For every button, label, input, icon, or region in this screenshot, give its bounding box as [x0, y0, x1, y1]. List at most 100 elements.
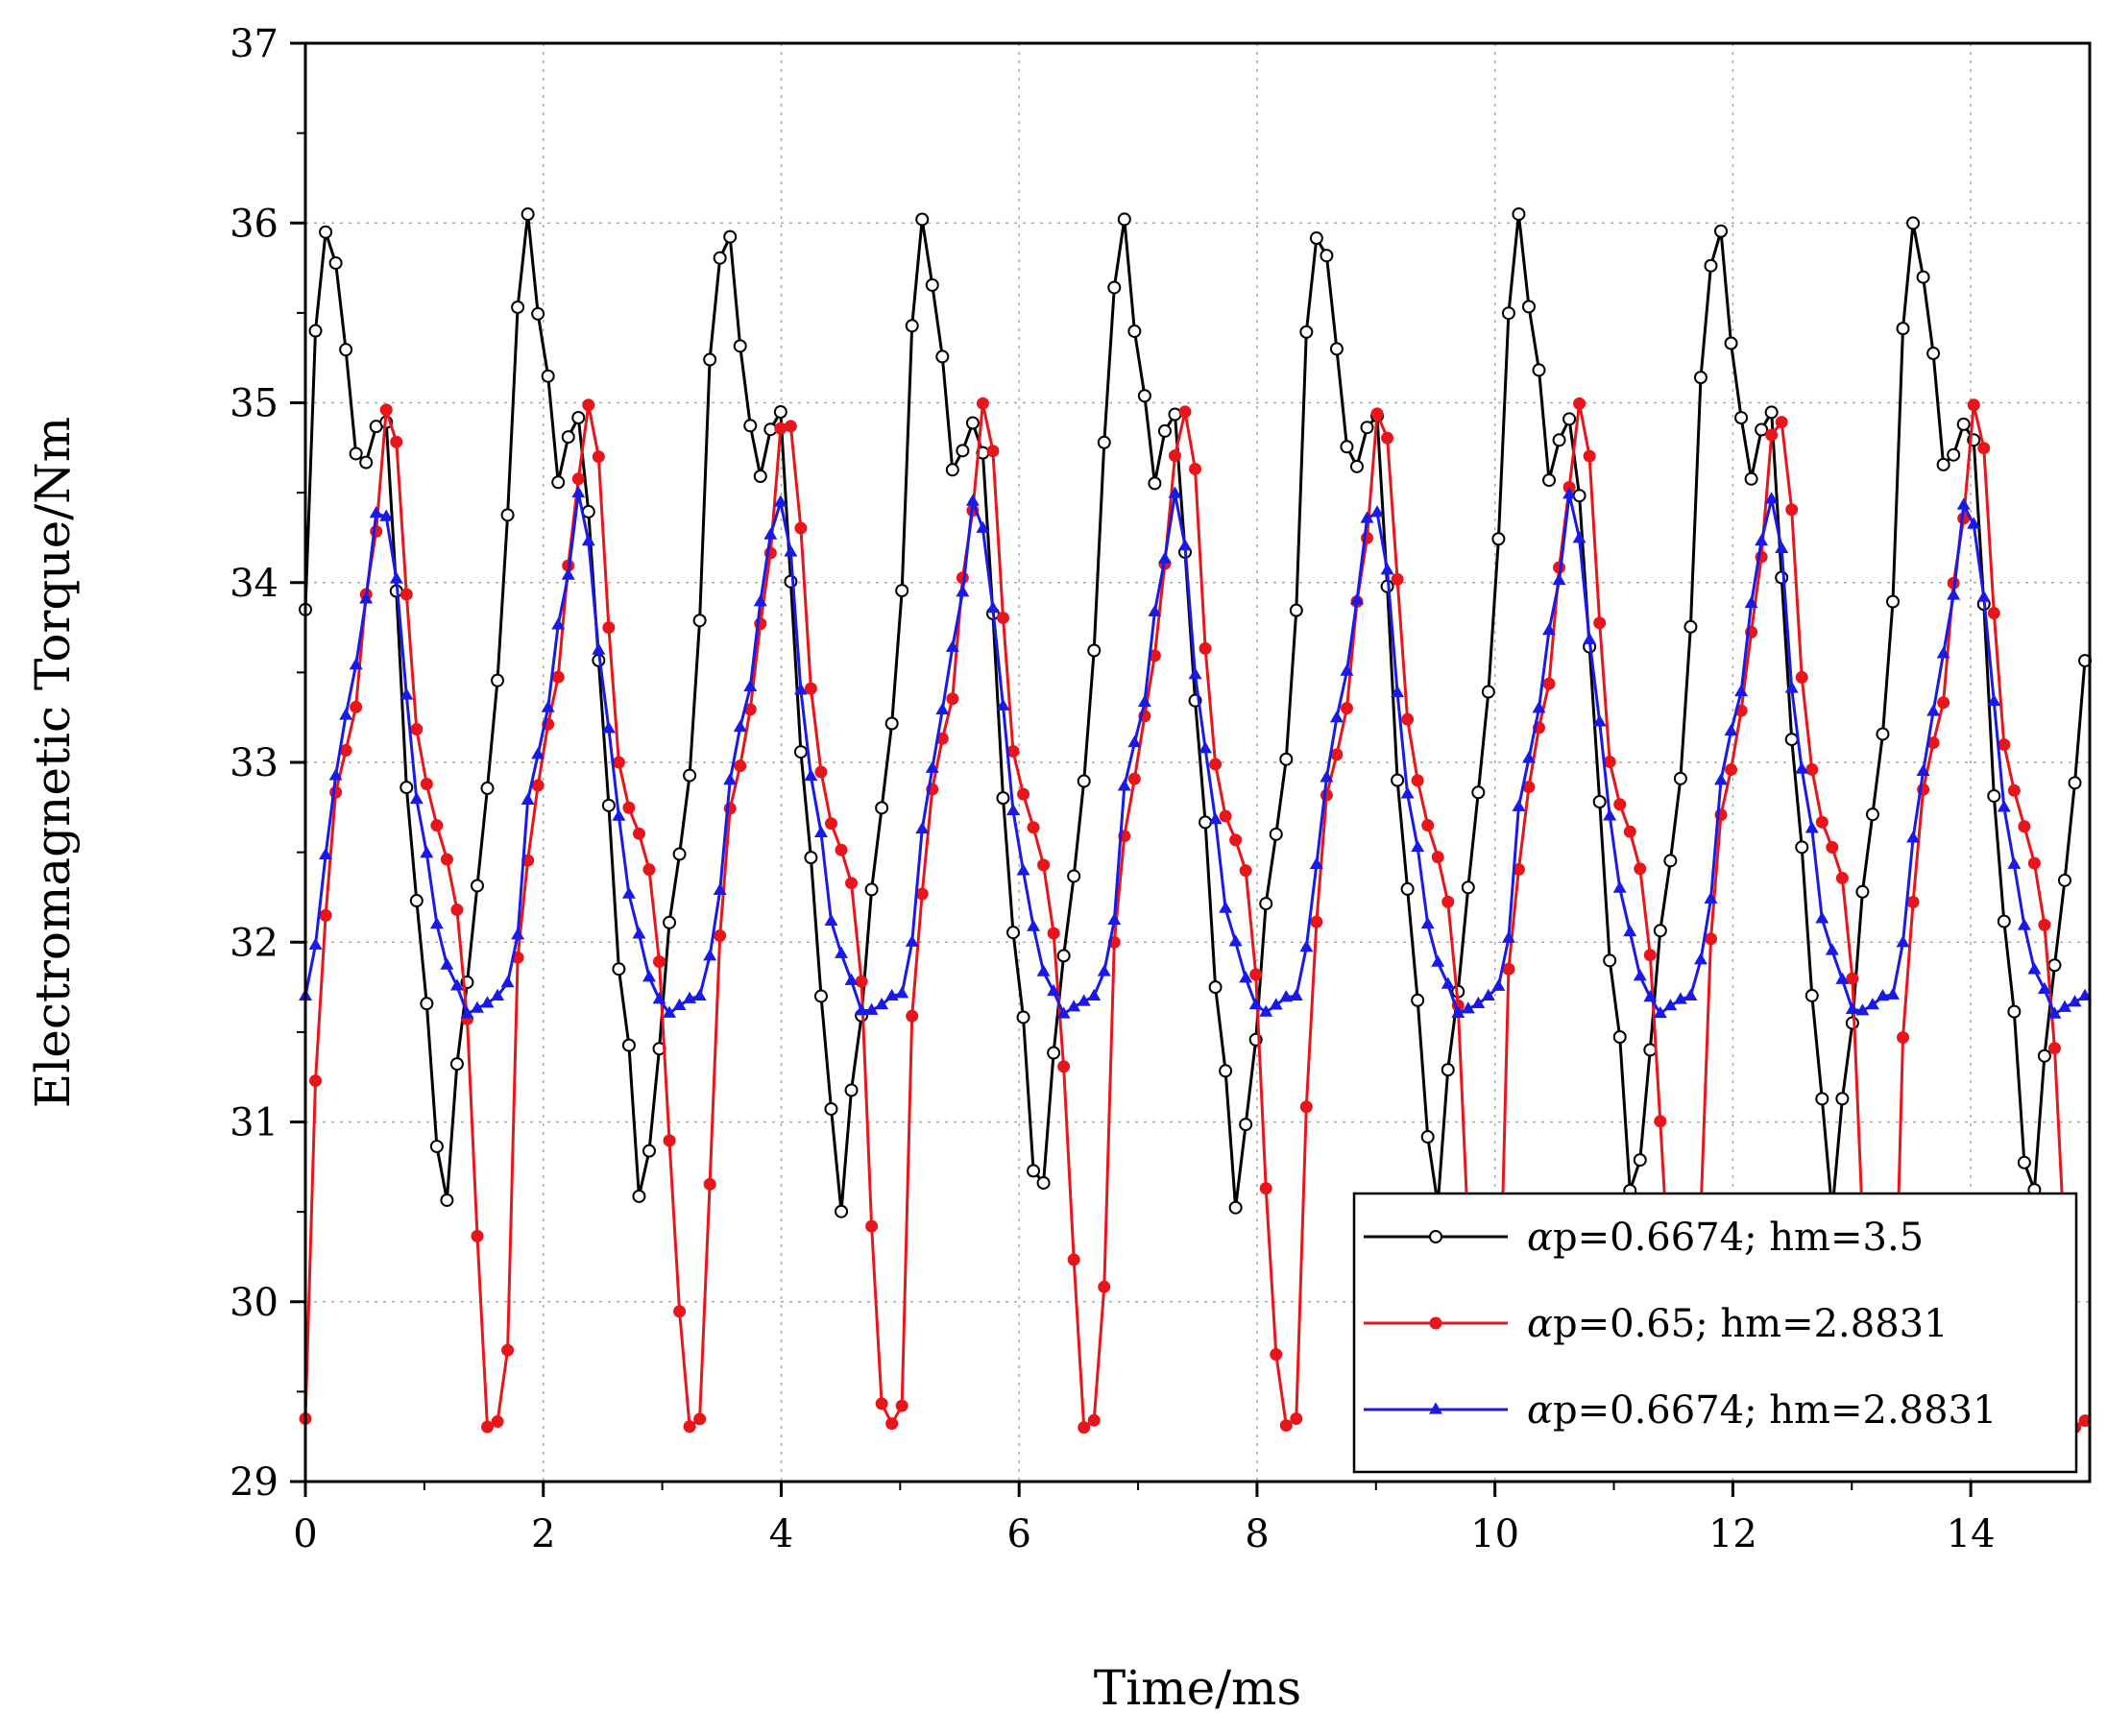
data-point — [511, 928, 525, 940]
data-point — [531, 747, 545, 760]
data-point — [1693, 952, 1707, 965]
data-point — [1643, 949, 1657, 962]
data-point — [884, 716, 899, 731]
data-point — [1532, 363, 1546, 377]
data-point — [2047, 1006, 2062, 1019]
data-point — [491, 988, 505, 1001]
data-point — [813, 825, 828, 837]
data-point — [481, 1420, 495, 1434]
data-point — [1865, 808, 1879, 822]
data-point — [1947, 447, 1961, 462]
data-point — [773, 494, 787, 507]
data-point — [1451, 1005, 1465, 1018]
data-point — [359, 455, 374, 470]
data-point — [2038, 918, 2051, 931]
data-point — [1653, 1005, 1667, 1019]
data-point — [1421, 819, 1435, 832]
data-point — [1603, 808, 1617, 821]
data-point — [1199, 641, 1212, 655]
data-point — [824, 1101, 838, 1116]
data-point — [2057, 873, 2071, 887]
data-point — [1855, 1003, 1870, 1016]
data-point — [1006, 926, 1021, 940]
data-point — [339, 343, 353, 357]
data-point — [449, 978, 464, 991]
data-point — [1865, 998, 1879, 1010]
data-point — [2037, 981, 2051, 995]
data-point — [965, 494, 980, 506]
data-point — [582, 398, 595, 412]
data-point — [895, 584, 909, 598]
y-tick-label: 29 — [230, 1460, 279, 1505]
data-point — [1289, 603, 1303, 617]
data-point — [1148, 604, 1162, 616]
data-point — [1208, 812, 1223, 825]
data-point — [1309, 231, 1323, 246]
data-point — [1704, 932, 1717, 946]
data-point — [500, 508, 515, 522]
data-point — [1926, 347, 1941, 361]
data-point — [1137, 389, 1151, 403]
data-point — [1047, 1046, 1061, 1060]
data-point — [1855, 884, 1870, 899]
data-point — [642, 970, 656, 982]
data-point — [723, 773, 738, 785]
legend-label-prefix: α — [1527, 1302, 1553, 1346]
data-point — [1997, 914, 2011, 928]
data-point — [400, 588, 413, 601]
data-point — [1178, 539, 1192, 551]
data-point — [1299, 939, 1314, 952]
data-point — [1228, 934, 1243, 947]
data-point — [1441, 1063, 1455, 1077]
data-point — [1107, 280, 1122, 295]
data-point — [1876, 988, 1890, 1001]
data-point — [1441, 976, 1455, 989]
data-point — [612, 962, 626, 976]
data-point — [813, 989, 828, 1003]
data-point — [642, 1144, 656, 1158]
data-point — [359, 591, 374, 604]
axis-ticks: 0 2 4 6 8 10 12 14 29 30 31 32 33 34 35 36 37 — [230, 22, 1995, 1556]
data-point — [1744, 595, 1758, 609]
data-point — [1775, 541, 1789, 553]
data-point — [1835, 872, 1849, 885]
data-point — [1420, 1130, 1435, 1145]
data-point — [945, 463, 959, 477]
data-point — [946, 692, 959, 706]
data-point — [409, 791, 424, 805]
data-point — [1047, 983, 1061, 997]
data-point — [1744, 471, 1758, 486]
series-2 — [299, 397, 2092, 1435]
data-point — [1725, 763, 1738, 777]
series-line — [303, 213, 2087, 1213]
data-point — [794, 521, 808, 535]
data-point — [2018, 820, 2031, 833]
data-point — [1804, 821, 1819, 833]
data-point — [1087, 1413, 1101, 1427]
data-point — [1654, 1115, 1667, 1128]
data-point — [602, 621, 616, 635]
data-point — [1906, 831, 1921, 843]
data-point — [2007, 1004, 2022, 1019]
data-point — [1127, 772, 1141, 785]
data-point — [1309, 856, 1323, 869]
data-point — [1370, 505, 1385, 518]
legend-swatch-marker — [1429, 1316, 1442, 1330]
data-point — [1097, 435, 1111, 449]
data-point — [1502, 962, 1515, 976]
data-point — [1673, 992, 1687, 1004]
data-point — [1542, 677, 1556, 690]
data-point — [319, 908, 332, 922]
data-point — [2047, 1042, 2061, 1055]
data-point — [1219, 809, 1232, 823]
data-point — [1663, 854, 1678, 868]
data-point — [1896, 935, 1910, 948]
data-point — [1199, 815, 1213, 830]
data-point — [1189, 462, 1202, 475]
data-point — [976, 397, 989, 410]
data-point — [1896, 322, 1910, 336]
data-point — [1016, 863, 1030, 876]
data-point — [915, 212, 930, 227]
data-point — [2037, 1049, 2051, 1063]
x-tick-label: 8 — [1245, 1512, 1269, 1556]
